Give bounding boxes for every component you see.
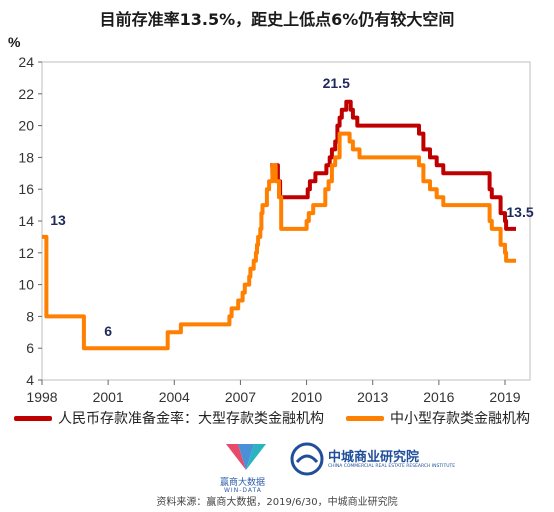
win-data-logo-icon	[226, 444, 266, 470]
plot-frame	[41, 61, 531, 381]
data-label: 13	[50, 212, 66, 228]
legend-swatch-small	[346, 415, 384, 421]
series-line-large	[270, 99, 516, 231]
y-tick-label: 22	[18, 86, 34, 102]
legend-label-small: 中小型存款类金融机构	[390, 411, 530, 427]
data-label: 13.5	[506, 204, 533, 220]
y-tick-label: 8	[26, 308, 34, 324]
x-tick-label: 2001	[93, 389, 124, 405]
data-label: 6	[104, 323, 112, 339]
research-institute-logo-sub: CHINA COMMERCIAL REAL ESTATE RESEARCH IN…	[328, 464, 456, 469]
x-tick-label: 1998	[26, 389, 57, 405]
win-data-logo-name: 赢商大数据	[220, 478, 266, 488]
legend-swatch-large	[14, 415, 52, 421]
y-tick-label: 4	[26, 372, 34, 388]
y-tick-label: 16	[18, 181, 34, 197]
logo-area: 赢商大数据 WIN-DATA 中城商业研究院 CHINA COMMERCIAL …	[0, 440, 554, 495]
series-line-small	[42, 131, 516, 351]
legend-item-small: 中小型存款类金融机构	[346, 408, 530, 428]
y-tick-label: 6	[26, 340, 34, 356]
y-tick-label: 20	[18, 118, 34, 134]
x-tick-label: 2004	[159, 389, 190, 405]
chart-title: 目前存准率13.5%，距史上低点6%仍有较大空间	[99, 10, 455, 29]
research-institute-logo-name: 中城商业研究院	[328, 450, 420, 465]
legend-item-large: 人民币存款准备金率：大型存款类金融机构	[14, 408, 324, 428]
y-tick-label: 12	[18, 245, 34, 261]
y-tick-label: 10	[18, 277, 34, 293]
win-data-logo-sub: WIN-DATA	[224, 487, 262, 494]
research-institute-logo-icon	[290, 442, 324, 476]
x-tick-label: 2007	[225, 389, 256, 405]
y-tick-label: 18	[18, 149, 34, 165]
data-label: 21.5	[323, 75, 350, 91]
line-chart: 4 6 8 10 12 14 16 18 20 22 24% 1998 2001 2004 2007 2010…	[8, 34, 534, 405]
x-tick-label: 2013	[357, 389, 388, 405]
legend-label-large: 人民币存款准备金率：大型存款类金融机构	[58, 411, 324, 427]
y-tick-label: 24	[18, 54, 34, 70]
x-tick-label: 2010	[291, 389, 322, 405]
y-tick-label: 14	[18, 213, 34, 229]
x-tick-label: 2016	[423, 389, 454, 405]
y-axis-label: %	[8, 34, 21, 50]
source-note: 资料来源：赢商大数据，2019/6/30，中城商业研究院	[156, 497, 398, 508]
x-tick-label: 2019	[489, 389, 520, 405]
